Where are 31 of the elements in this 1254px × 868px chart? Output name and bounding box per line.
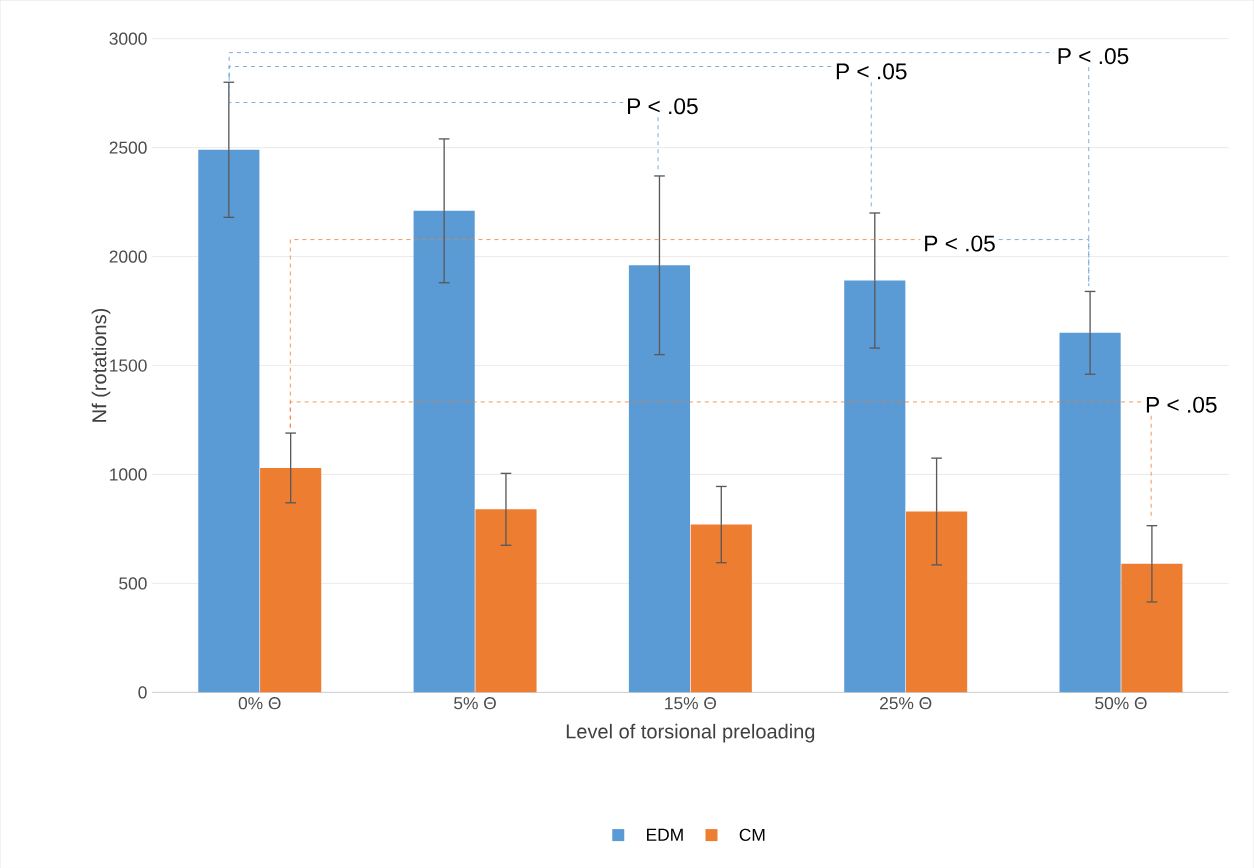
annotation: P < .05 <box>1058 47 1129 64</box>
x-axis-title: Level of torsional preloading <box>566 723 815 743</box>
y-tick-label: 3000 <box>109 32 147 45</box>
bar <box>198 149 260 693</box>
y-tick-label: 2500 <box>109 141 147 154</box>
y-tick-label: 1000 <box>110 468 147 481</box>
legend-label: CM <box>739 828 765 841</box>
annotation: P < .05 <box>627 97 698 115</box>
annotation: P < .05 <box>925 235 995 252</box>
y-tick-label: 2000 <box>109 250 147 263</box>
bar <box>628 265 691 693</box>
annotation: P < .05 <box>1146 396 1217 413</box>
bar <box>260 467 322 693</box>
bar <box>1121 563 1183 693</box>
legend-label: EDM <box>647 828 683 841</box>
bar <box>690 524 752 693</box>
y-tick-label: 500 <box>119 577 147 590</box>
x-tick-label: 5% Θ <box>454 696 496 710</box>
y-axis-title: Nf (rotations) <box>91 308 111 422</box>
x-tick-label: 50% Θ <box>1095 696 1147 710</box>
x-tick-label: 15% Θ <box>665 696 717 710</box>
bar <box>413 210 475 693</box>
bar <box>906 511 968 693</box>
x-tick-label: 0% Θ <box>238 696 281 710</box>
bar <box>1059 332 1121 693</box>
bar <box>844 280 906 693</box>
y-tick-label: 1500 <box>110 359 147 372</box>
x-tick-label: 25% Θ <box>880 696 932 710</box>
annotation: P < .05 <box>836 63 907 80</box>
y-tick-label: 0 <box>138 686 147 699</box>
bar <box>475 509 537 693</box>
